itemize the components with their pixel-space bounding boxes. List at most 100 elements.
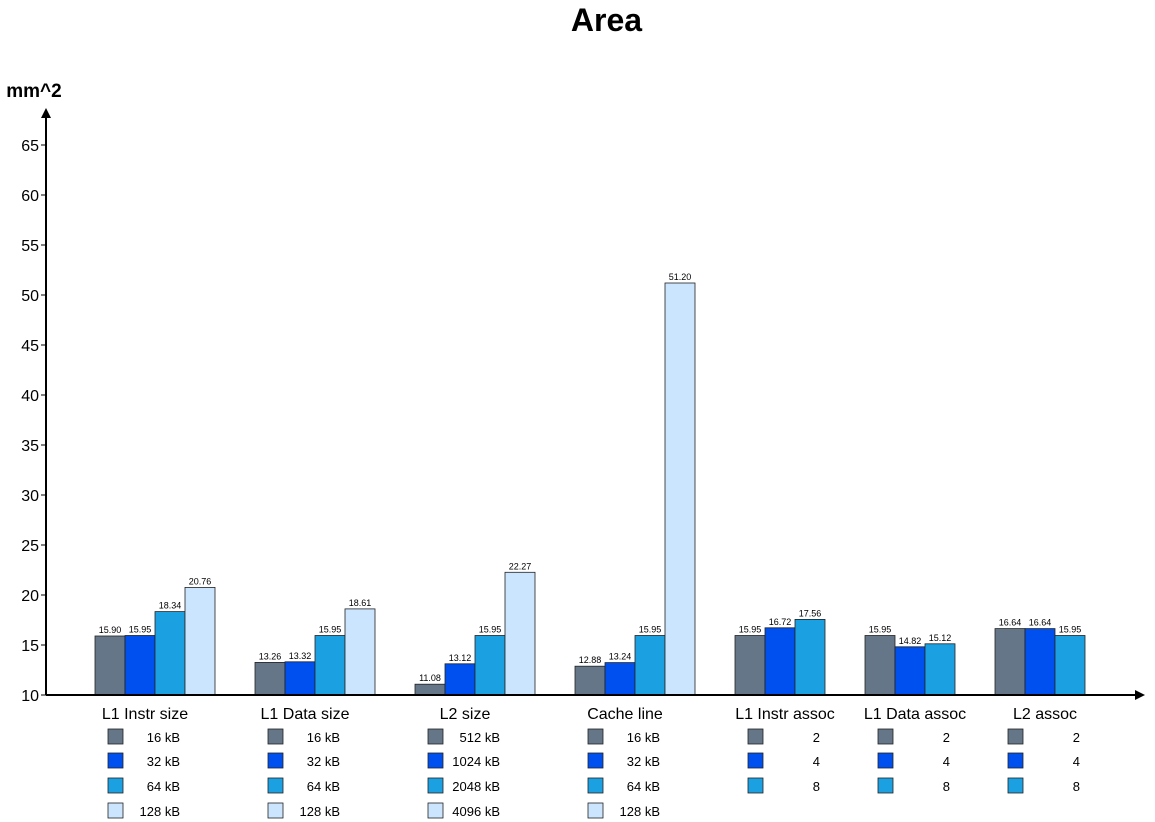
legend-swatch <box>267 802 284 819</box>
y-tick-label: 40 <box>21 388 39 405</box>
legend-label: 16 kB <box>307 730 340 745</box>
bar-value-label: 15.90 <box>99 625 122 635</box>
group-label: L2 assoc <box>1013 706 1077 723</box>
legend-swatch <box>747 777 764 794</box>
bar <box>474 635 506 696</box>
bar <box>284 661 316 696</box>
bar <box>734 635 766 696</box>
bar <box>414 683 446 696</box>
bar-value-label: 13.32 <box>289 651 312 661</box>
legend-label: 32 kB <box>147 754 180 769</box>
group-label: L1 Instr assoc <box>735 706 835 723</box>
bar <box>124 635 156 696</box>
y-tick-label: 60 <box>21 188 39 205</box>
y-tick-label: 20 <box>21 588 39 605</box>
bar-value-label: 15.95 <box>1059 625 1082 635</box>
legend-swatch <box>267 777 284 794</box>
bar <box>1024 628 1056 696</box>
legend-swatch <box>587 777 604 794</box>
bar-value-label: 15.95 <box>479 625 502 635</box>
bar-value-label: 14.82 <box>899 636 922 646</box>
bar-value-label: 16.64 <box>1029 618 1052 628</box>
bar-value-label: 18.61 <box>349 598 372 608</box>
y-tick-label: 30 <box>21 488 39 505</box>
group-label: L1 Data size <box>261 706 350 723</box>
bar <box>794 619 826 696</box>
bar-value-label: 13.26 <box>259 651 282 661</box>
bar <box>444 663 476 696</box>
legend-label: 8 <box>813 779 820 794</box>
legend-swatch <box>427 802 444 819</box>
legend-swatch <box>1007 728 1024 745</box>
chart-title: Area <box>570 2 643 38</box>
bar <box>864 635 896 696</box>
bar-value-label: 22.27 <box>509 561 532 571</box>
bar <box>924 643 956 696</box>
legend-label: 512 kB <box>460 730 500 745</box>
legend-swatch <box>427 752 444 769</box>
legend-swatch <box>107 802 124 819</box>
legend-swatch <box>587 802 604 819</box>
legend-label: 32 kB <box>307 754 340 769</box>
bar <box>94 635 126 696</box>
group-label: Cache line <box>587 706 663 723</box>
y-tick-label: 65 <box>21 138 39 155</box>
legend-swatch <box>587 728 604 745</box>
bar-value-label: 17.56 <box>799 608 822 618</box>
legend-swatch <box>107 752 124 769</box>
legend-label: 2 <box>943 730 950 745</box>
y-tick-label: 35 <box>21 438 39 455</box>
legend-label: 2048 kB <box>452 779 500 794</box>
bar-value-label: 51.20 <box>669 272 692 282</box>
group-label: L1 Instr size <box>102 706 188 723</box>
bar <box>574 665 606 696</box>
legend-label: 64 kB <box>627 779 660 794</box>
legend-swatch <box>877 752 894 769</box>
legend-label: 128 kB <box>620 804 660 819</box>
legend-label: 64 kB <box>147 779 180 794</box>
legend-swatch <box>747 752 764 769</box>
bar <box>184 587 216 696</box>
bar <box>314 635 346 696</box>
bar <box>344 608 376 696</box>
legend-label: 128 kB <box>140 804 180 819</box>
legend-label: 8 <box>943 779 950 794</box>
legend-label: 4 <box>943 754 950 769</box>
group-label: L1 Data assoc <box>864 706 966 723</box>
bar <box>504 571 536 696</box>
bar <box>664 282 696 696</box>
legend-swatch <box>587 752 604 769</box>
legend-label: 8 <box>1073 779 1080 794</box>
bar <box>154 611 186 696</box>
legend-label: 16 kB <box>147 730 180 745</box>
y-tick-label: 10 <box>21 688 39 705</box>
y-tick-label: 50 <box>21 288 39 305</box>
bar-value-label: 15.12 <box>929 633 952 643</box>
bar <box>634 635 666 696</box>
y-tick-label: 55 <box>21 238 39 255</box>
legend-label: 4096 kB <box>452 804 500 819</box>
bar <box>254 662 286 696</box>
bar <box>604 662 636 696</box>
legend-swatch <box>107 777 124 794</box>
bar-value-label: 20.76 <box>189 576 212 586</box>
legend-label: 128 kB <box>300 804 340 819</box>
bar <box>894 646 926 696</box>
legend-swatch <box>1007 752 1024 769</box>
legend-label: 64 kB <box>307 779 340 794</box>
bar-value-label: 15.95 <box>739 625 762 635</box>
bar <box>994 628 1026 696</box>
legend-label: 1024 kB <box>452 754 500 769</box>
y-tick-label: 25 <box>21 538 39 555</box>
legend-swatch <box>267 752 284 769</box>
legend-label: 4 <box>1073 754 1080 769</box>
bar <box>1054 635 1086 696</box>
legend-label: 32 kB <box>627 754 660 769</box>
bar <box>764 627 796 696</box>
legend-label: 16 kB <box>627 730 660 745</box>
legend-swatch <box>877 777 894 794</box>
legend-swatch <box>877 728 894 745</box>
legend-swatch <box>1007 777 1024 794</box>
legend-label: 2 <box>1073 730 1080 745</box>
legend-label: 4 <box>813 754 820 769</box>
